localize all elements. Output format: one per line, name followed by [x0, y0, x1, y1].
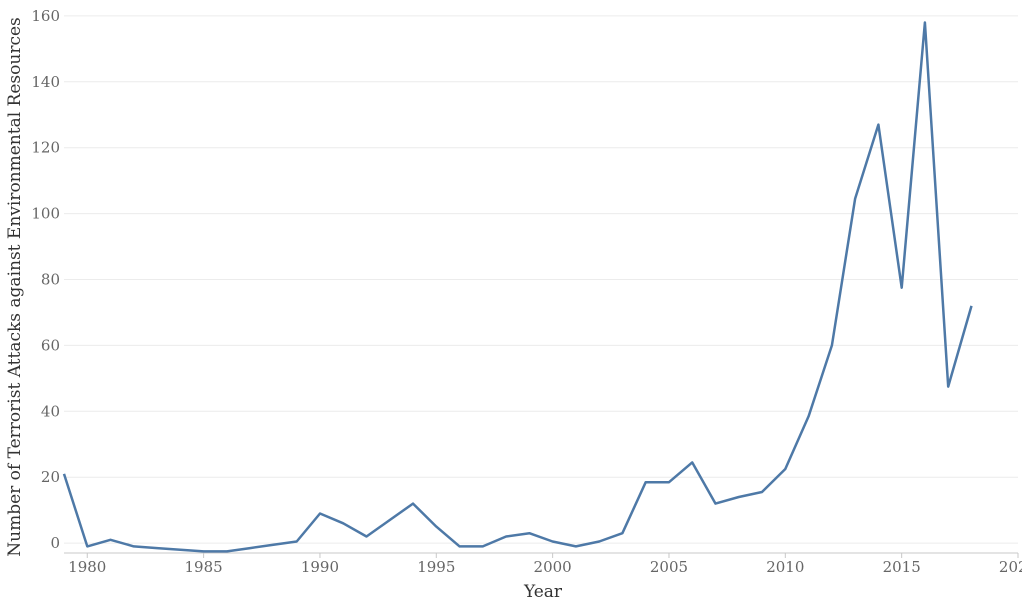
y-axis-ticks: 0 20 40 60 80 100 120 140 160: [31, 7, 60, 552]
data-point: [829, 342, 835, 348]
data-point: [526, 530, 532, 536]
x-axis-ticks: 1980 1985 1990 1995 2000 2005 2010 2015 2020: [68, 553, 1022, 576]
x-axis-title: Year: [523, 582, 563, 602]
data-point: [317, 510, 323, 516]
y-tick-label: 120: [31, 139, 60, 157]
data-point: [108, 537, 114, 543]
data-point: [852, 196, 858, 202]
data-point: [922, 19, 928, 25]
data-point: [294, 538, 300, 544]
data-point: [945, 384, 951, 390]
y-tick-label: 80: [41, 271, 60, 289]
series-line: [62, 21, 973, 553]
data-point: [875, 122, 881, 128]
data-point: [713, 501, 719, 507]
data-point: [131, 543, 137, 549]
data-point: [666, 479, 672, 485]
y-tick-label: 60: [41, 336, 60, 354]
y-tick-label: 20: [41, 468, 60, 486]
data-point: [480, 543, 486, 549]
x-tick-label: 1980: [68, 558, 106, 576]
data-point: [247, 545, 253, 551]
data-point: [736, 494, 742, 500]
data-point: [177, 547, 183, 553]
data-point: [782, 466, 788, 472]
y-tick-label: 140: [31, 73, 60, 91]
x-tick-label: 1995: [417, 558, 455, 576]
data-point: [201, 548, 207, 554]
x-tick-label: 2005: [650, 558, 688, 576]
y-tick-label: 100: [31, 205, 60, 223]
data-point: [457, 543, 463, 549]
data-point: [550, 538, 556, 544]
series-layer: [61, 19, 974, 554]
data-point: [503, 534, 509, 540]
data-point: [363, 534, 369, 540]
data-point: [154, 545, 160, 551]
grid-lines: [64, 15, 1018, 554]
data-point: [433, 524, 439, 530]
data-point: [224, 548, 230, 554]
data-point: [410, 501, 416, 507]
data-point: [596, 538, 602, 544]
data-point: [84, 543, 90, 549]
data-point: [689, 459, 695, 465]
data-point: [899, 285, 905, 291]
x-tick-label: 2000: [534, 558, 572, 576]
data-point: [643, 479, 649, 485]
data-point: [61, 471, 67, 477]
data-point: [619, 530, 625, 536]
y-tick-label: 0: [50, 534, 60, 552]
data-point: [759, 489, 765, 495]
x-tick-label: 1990: [301, 558, 339, 576]
x-tick-label: 2020: [999, 558, 1022, 576]
y-tick-label: 40: [41, 402, 60, 420]
x-tick-label: 2010: [766, 558, 804, 576]
data-point: [968, 303, 974, 309]
data-point: [573, 543, 579, 549]
data-point: [270, 542, 276, 548]
y-tick-label: 160: [31, 7, 60, 25]
data-point: [806, 413, 812, 419]
y-axis-title: Number of Terrorist Attacks against Envi…: [5, 17, 25, 557]
data-point: [340, 520, 346, 526]
x-tick-label: 2015: [883, 558, 921, 576]
data-point: [387, 517, 393, 523]
x-tick-label: 1985: [185, 558, 223, 576]
